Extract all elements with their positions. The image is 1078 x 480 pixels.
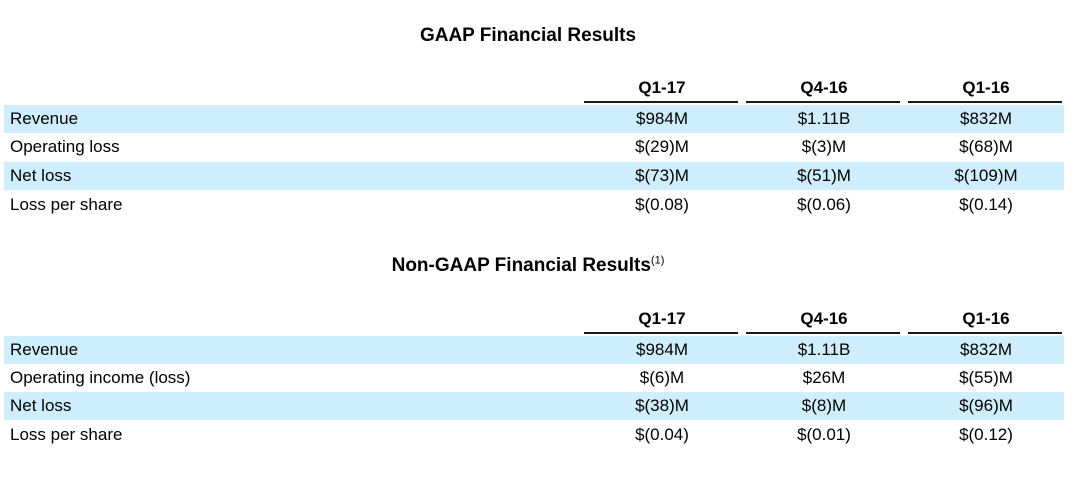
row-label: Operating loss [10,137,120,156]
table-row: Revenue $984M $1.11B $832M [4,105,1064,133]
row-label: Net loss [10,396,72,415]
gaap-col-rule-3 [908,101,1062,103]
table-row: Loss per share $(0.04) $(0.01) $(0.12) [4,421,1064,449]
table-cell: $(96)M [959,396,1013,415]
table-cell: $(0.06) [797,195,851,214]
row-label: Operating income (loss) [10,368,191,387]
table-row: Operating loss $(29)M $(3)M $(68)M [4,133,1064,161]
table-row: Net loss $(73)M $(51)M $(109)M [4,162,1064,190]
gaap-section: GAAP Financial Results Q1-17 Q4-16 Q1-16… [0,0,1078,230]
table-row: Loss per share $(0.08) $(0.06) $(0.14) [4,191,1064,219]
table-cell: $832M [960,109,1012,128]
table-cell: $(0.14) [959,195,1013,214]
table-cell: $(73)M [635,166,689,185]
table-cell: $26M [802,368,846,387]
table-row: Net loss $(38)M $(8)M $(96)M [4,392,1064,420]
non-gaap-col-q1-17: Q1-17 [638,309,686,328]
table-cell: $(38)M [635,396,689,415]
table-cell: $(0.12) [959,425,1013,444]
table-cell: $(3)M [801,137,847,156]
row-label: Revenue [10,109,79,128]
gaap-col-rule-2 [746,101,900,103]
gaap-col-rule-1 [584,101,738,103]
table-cell: $1.11B [797,340,851,359]
footnote-marker: (1) [650,254,665,267]
non-gaap-title: Non-GAAP Financial Results(1) [0,255,1056,277]
table-row: Revenue $984M $1.11B $832M [4,336,1064,364]
gaap-col-q4-16: Q4-16 [800,78,848,97]
non-gaap-col-q4-16: Q4-16 [800,309,848,328]
gaap-col-q1-16: Q1-16 [962,78,1010,97]
table-row: Operating income (loss) $(6)M $26M $(55)… [4,364,1064,392]
gaap-title: GAAP Financial Results [419,25,637,46]
non-gaap-col-rule-2 [746,332,900,334]
table-cell: $(55)M [959,368,1013,387]
gaap-col-q1-17: Q1-17 [638,78,686,97]
row-label: Net loss [10,166,72,185]
non-gaap-col-rule-3 [908,332,1062,334]
table-cell: $(8)M [801,396,847,415]
table-cell: $984M [636,109,688,128]
non-gaap-col-rule-1 [584,332,738,334]
table-cell: $(51)M [797,166,851,185]
non-gaap-title-text: Non-GAAP Financial Results [391,255,651,276]
row-label: Loss per share [10,195,123,214]
table-cell: $832M [960,340,1012,359]
table-cell: $(0.04) [635,425,689,444]
table-cell: $984M [636,340,688,359]
non-gaap-col-q1-16: Q1-16 [962,309,1010,328]
table-cell: $(109)M [954,166,1018,185]
non-gaap-section: Non-GAAP Financial Results(1) Q1-17 Q4-1… [0,230,1078,470]
table-cell: $(6)M [639,368,685,387]
table-cell: $(68)M [959,137,1013,156]
row-label: Loss per share [10,425,123,444]
table-cell: $1.11B [797,109,851,128]
table-cell: $(0.01) [797,425,851,444]
table-cell: $(0.08) [635,195,689,214]
table-cell: $(29)M [635,137,689,156]
row-label: Revenue [10,340,79,359]
